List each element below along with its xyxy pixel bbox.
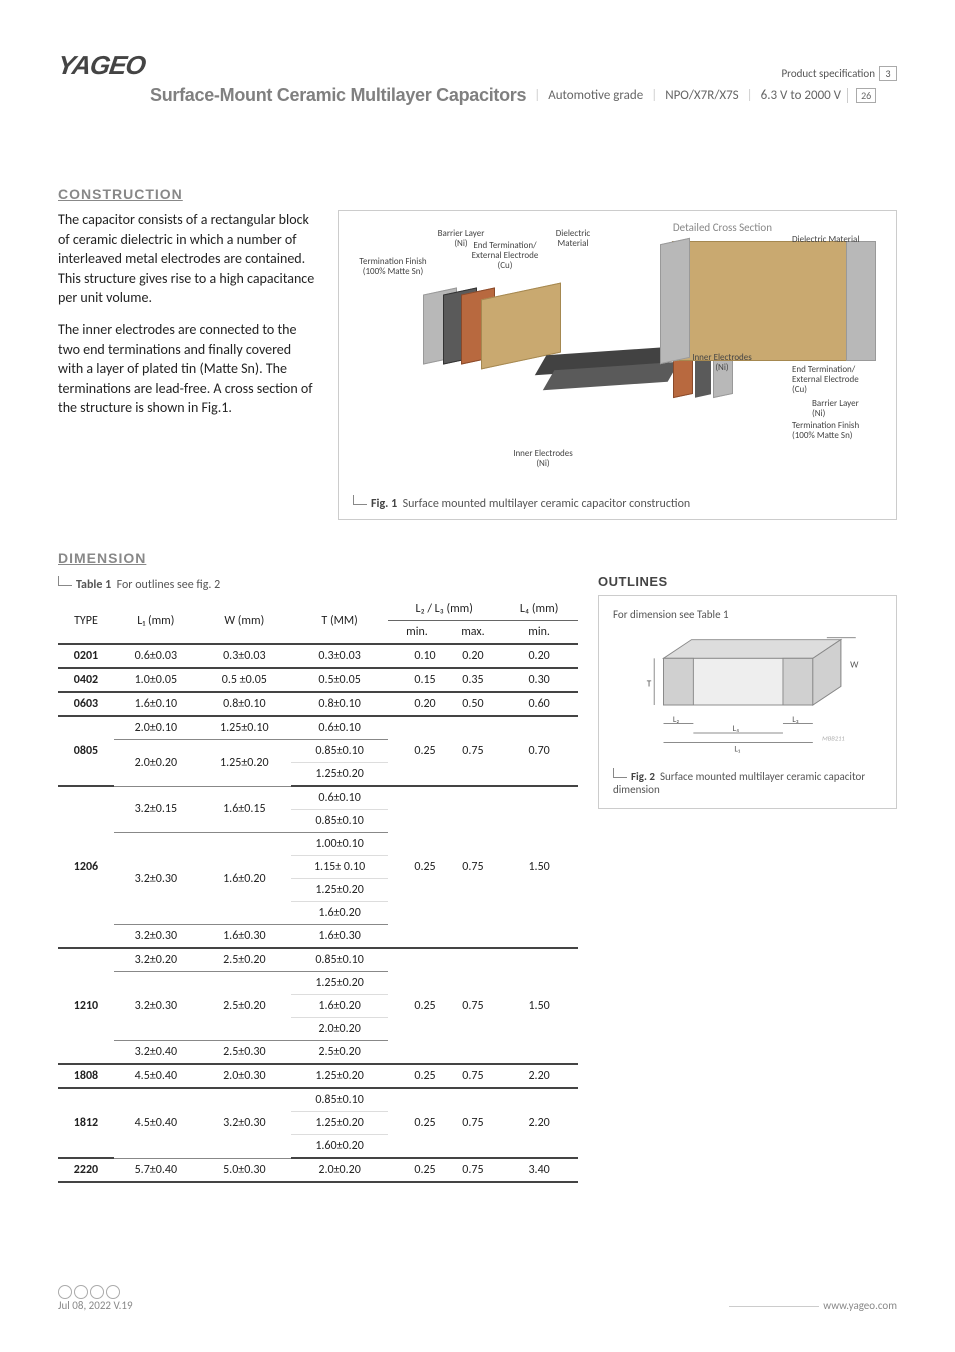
fig2-label: Fig. 2: [631, 770, 655, 783]
dielectric-label: NPO/X7R/X7S: [665, 88, 738, 103]
svg-text:L₂: L₂: [673, 715, 680, 725]
termination-finish-label-2: Termination Finish(100% Matte Sn): [792, 421, 882, 441]
footer-icons: [58, 1285, 133, 1299]
end-termination-label-2: End Termination/External Electrode(Cu): [792, 365, 882, 395]
construction-para-2: The inner electrodes are connected to th…: [58, 320, 318, 418]
detail-cross-section-label: Detailed Cross Section: [673, 221, 772, 234]
table1-label-pre: Table 1: [76, 578, 111, 592]
outlines-hint: For dimension see Table 1: [613, 608, 882, 621]
page-total: 26: [856, 88, 876, 103]
svg-text:L₁: L₁: [734, 745, 741, 755]
dimension-table: TYPEL₁ (mm)W (mm)T (MM)L₂ / L₃ (mm)L₄ (m…: [58, 598, 578, 1183]
page-current: 3: [879, 66, 897, 81]
svg-text:MBB211: MBB211: [822, 734, 845, 742]
dielectric-material-label: Dielectric Material: [792, 235, 882, 245]
construction-para-1: The capacitor consists of a rectangular …: [58, 210, 318, 308]
barrier-layer-label-2: Barrier Layer(Ni): [812, 399, 882, 419]
dimension-heading: DIMENSION: [58, 550, 897, 566]
grade-label: Automotive grade: [548, 88, 643, 103]
svg-text:T: T: [647, 677, 652, 689]
construction-heading: CONSTRUCTION: [58, 186, 897, 202]
footer-url: www.yageo.com: [729, 1299, 897, 1312]
dielectric-label-fig: DielectricMaterial: [543, 229, 603, 249]
fig1-caption: Surface mounted multilayer ceramic capac…: [403, 497, 691, 511]
voltage-label: 6.3 V to 2000 V: [761, 88, 848, 103]
product-specification-label: Product specification: [781, 67, 875, 80]
table1-label: For outlines see fig. 2: [117, 578, 221, 592]
termination-finish-label: Termination Finish(100% Matte Sn): [353, 257, 433, 277]
fig1-label: Fig. 1: [371, 497, 397, 511]
doc-title: Surface-Mount Ceramic Multilayer Capacit…: [150, 85, 526, 106]
inner-electrodes-label-2: Inner Electrodes(Ni): [682, 353, 762, 373]
brand-logo: YAGEO: [56, 50, 147, 81]
figure-1-box: Detailed Cross Section: [338, 210, 897, 520]
inner-electrodes-label: Inner Electrodes(Ni): [503, 449, 583, 469]
svg-text:L₄: L₄: [733, 724, 740, 734]
detail-cross-section: [672, 241, 872, 361]
end-termination-label: End Termination/External Electrode(Cu): [465, 241, 545, 271]
outlines-heading: OUTLINES: [598, 574, 897, 589]
footer-date: Jul 08, 2022 V.19: [58, 1299, 133, 1312]
svg-text:L₃: L₃: [792, 715, 799, 725]
svg-text:W: W: [850, 659, 859, 671]
chip-outline-svg: T W L₂ L₃ L₄ L₁ MBB211: [613, 621, 882, 761]
figure-2-box: For dimension see Table 1: [598, 595, 897, 809]
